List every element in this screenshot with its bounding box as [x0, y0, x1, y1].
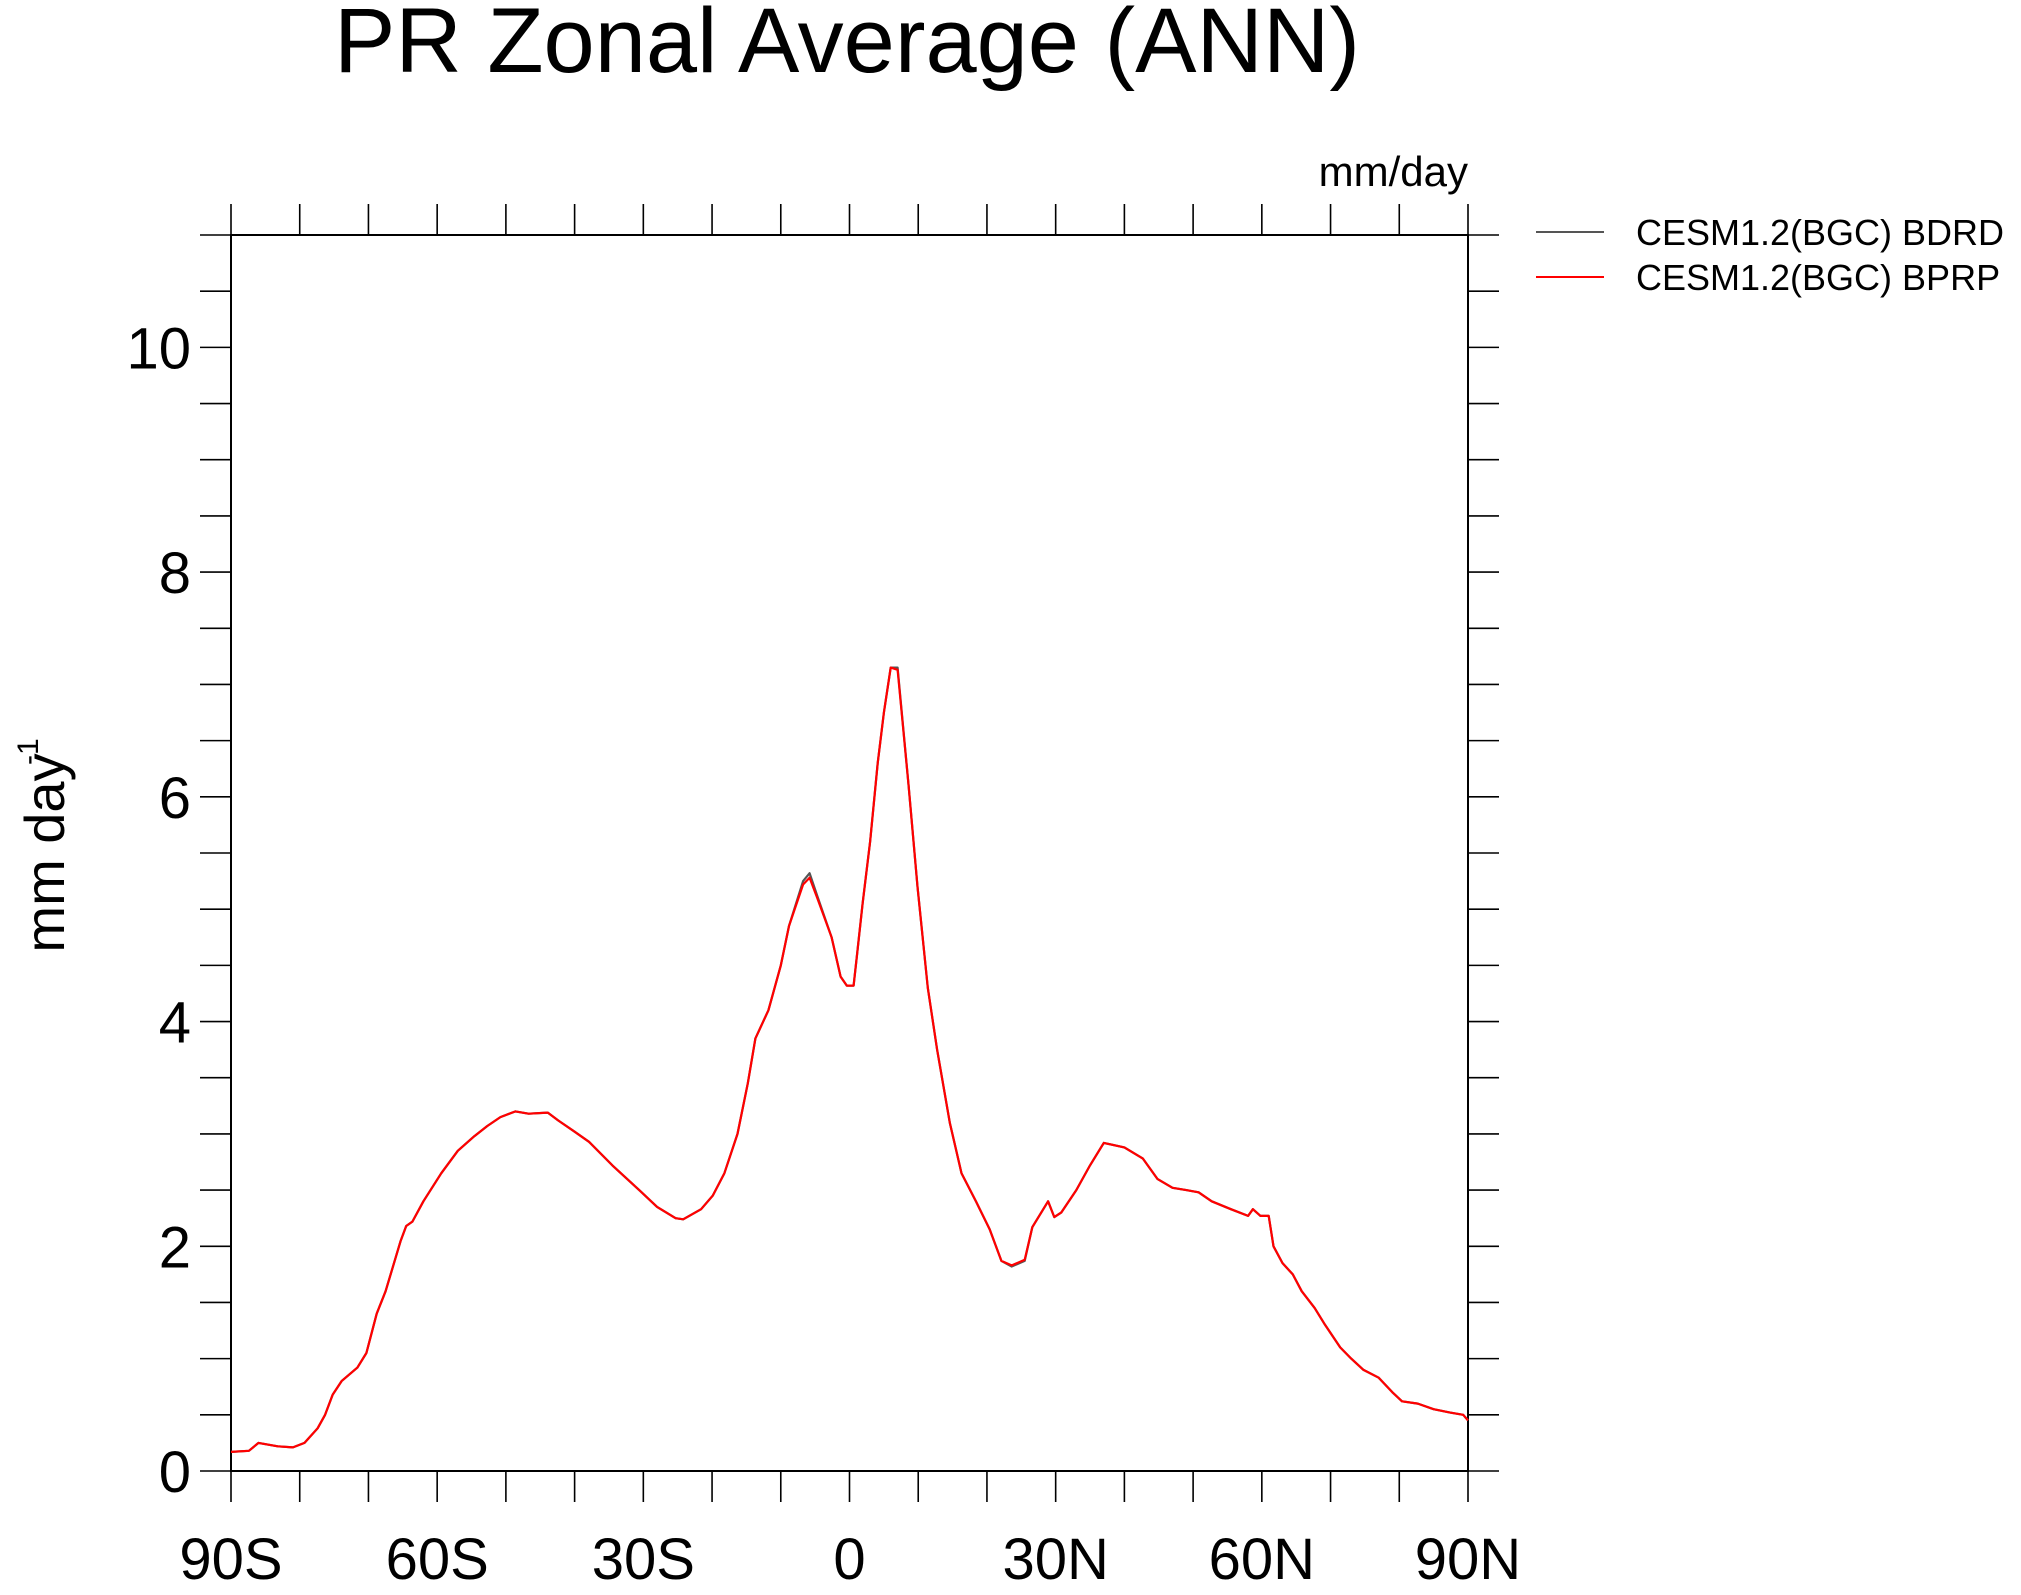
x-tick-label: 0 [833, 1527, 865, 1592]
y-axis-title: mm day -1 [12, 738, 76, 952]
y-tick-label: 0 [159, 1440, 191, 1505]
data-line [230, 666, 1469, 1453]
y-tick-label: 8 [159, 541, 191, 606]
legend-label: CESM1.2(BGC) BDRD [1636, 212, 2004, 253]
x-tick-label: 90S [179, 1527, 282, 1592]
x-tick-label: 90N [1415, 1527, 1521, 1592]
y-tick-label: 10 [126, 316, 191, 381]
x-tick-label: 60S [386, 1527, 489, 1592]
units-label: mm/day [1319, 148, 1468, 195]
y-tick-label: 2 [159, 1215, 191, 1280]
chart-title: PR Zonal Average (ANN) [334, 0, 1360, 92]
data-line [230, 666, 1469, 1453]
legend-label: CESM1.2(BGC) BPRP [1636, 257, 2000, 298]
plot-frame [230, 234, 1469, 1472]
y-label-superscript: -1 [12, 738, 45, 765]
x-tick-label: 30S [592, 1527, 695, 1592]
y-tick-label: 4 [159, 991, 191, 1056]
x-tick-label: 60N [1209, 1527, 1315, 1592]
y-label: mm day [13, 753, 76, 952]
x-tick-label: 30N [1002, 1527, 1108, 1592]
y-tick-label: 6 [159, 766, 191, 831]
